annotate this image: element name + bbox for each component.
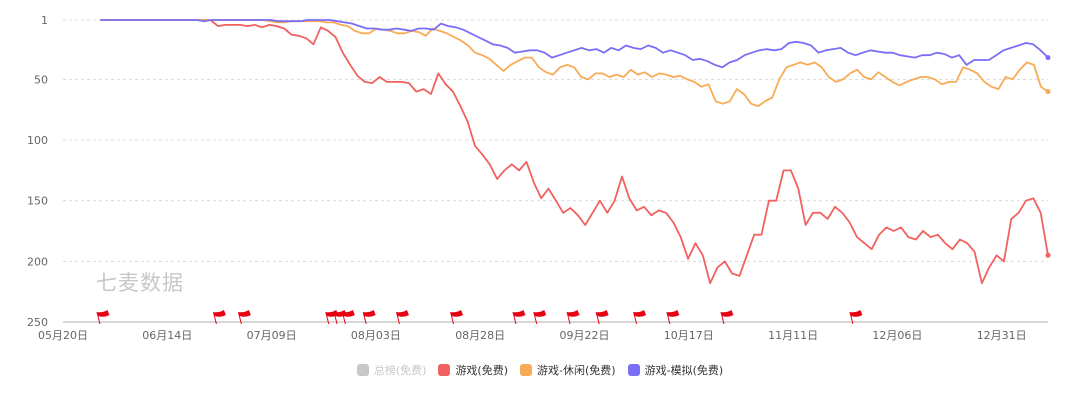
legend-swatch-icon: [356, 364, 369, 376]
legend-label: 总榜(免费): [373, 364, 427, 377]
flag-icon[interactable]: [341, 310, 355, 324]
flag-icon[interactable]: [96, 310, 110, 324]
legend-label: 游戏-休闲(免费): [537, 364, 616, 377]
x-tick-label: 12月31日: [977, 329, 1027, 342]
flag-icon[interactable]: [720, 310, 734, 324]
legend-swatch-icon: [627, 364, 640, 376]
series-end-marker[interactable]: [1045, 55, 1051, 61]
x-tick-label: 12月06日: [872, 329, 922, 342]
watermark-text: 七麦数据: [96, 271, 184, 295]
x-axis-ticks: 05月20日 06月14日 07月09日 08月03日 08月28日 09月22日 10月1…: [38, 329, 1027, 342]
flag-icon[interactable]: [212, 310, 226, 324]
series-line: [100, 19, 1049, 69]
flag-icon[interactable]: [633, 310, 647, 324]
x-tick-label: 05月20日: [38, 329, 88, 342]
y-tick-label: 250: [27, 316, 48, 329]
x-tick-label: 10月17日: [664, 329, 714, 342]
legend-item-games-simulation-free[interactable]: 游戏-模拟(免费): [627, 362, 724, 378]
legend-label: 游戏-模拟(免费): [644, 364, 724, 377]
y-tick-label: 200: [27, 255, 48, 268]
series-line: [100, 19, 1049, 107]
flag-icon[interactable]: [666, 310, 680, 324]
event-flags: [96, 310, 863, 324]
flag-icon[interactable]: [512, 310, 526, 324]
x-tick-label: 11月11日: [768, 329, 818, 342]
chart-legend: 总榜(免费) 游戏(免费) 游戏-休闲(免费) 游戏-模拟(免费): [0, 362, 1080, 378]
x-tick-label: 07月09日: [247, 329, 297, 342]
legend-item-games-free[interactable]: 游戏(免费): [438, 362, 508, 378]
series-end-marker[interactable]: [1045, 252, 1051, 258]
flag-icon[interactable]: [237, 310, 251, 324]
x-tick-label: 08月28日: [455, 329, 505, 342]
legend-item-total-free[interactable]: 总榜(免费): [356, 362, 427, 378]
flag-icon[interactable]: [362, 310, 376, 324]
flag-icon[interactable]: [395, 310, 409, 324]
flag-icon[interactable]: [849, 310, 863, 324]
series-end-marker[interactable]: [1045, 89, 1051, 95]
legend-item-games-casual-free[interactable]: 游戏-休闲(免费): [520, 362, 616, 378]
x-tick-label: 09月22日: [560, 329, 610, 342]
series-line: [100, 19, 1049, 285]
flag-icon[interactable]: [450, 310, 464, 324]
series-lines: [100, 19, 1051, 285]
y-tick-label: 100: [27, 134, 48, 147]
x-tick-label: 08月03日: [351, 329, 401, 342]
flag-icon[interactable]: [533, 310, 547, 324]
flag-icon[interactable]: [595, 310, 609, 324]
x-tick-label: 06月14日: [142, 329, 192, 342]
flag-icon[interactable]: [566, 310, 580, 324]
legend-label: 游戏(免费): [455, 364, 509, 377]
legend-swatch-icon: [438, 364, 451, 376]
legend-swatch-icon: [520, 364, 533, 376]
y-tick-label: 50: [34, 73, 48, 86]
y-tick-label: 1: [41, 14, 48, 27]
y-tick-label: 150: [27, 195, 48, 208]
